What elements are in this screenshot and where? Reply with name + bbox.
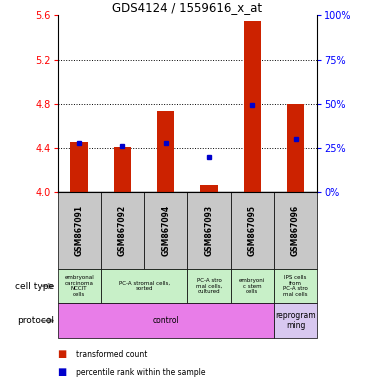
Bar: [101, 269, 187, 303]
Text: cell type: cell type: [15, 281, 54, 291]
Bar: [157, 111, 174, 192]
Bar: [187, 192, 231, 269]
Bar: [244, 21, 261, 192]
Text: percentile rank within the sample: percentile rank within the sample: [76, 368, 206, 377]
Text: transformed count: transformed count: [76, 349, 147, 359]
Bar: [274, 303, 317, 338]
Bar: [231, 269, 274, 303]
Text: GSM867096: GSM867096: [291, 205, 300, 256]
Text: protocol: protocol: [17, 316, 54, 325]
Bar: [231, 192, 274, 269]
Text: embryonal
carcinoma
NCCIT
cells: embryonal carcinoma NCCIT cells: [64, 275, 94, 297]
Bar: [58, 303, 274, 338]
Bar: [70, 142, 88, 192]
Bar: [58, 192, 101, 269]
Text: IPS cells
from
PC-A stro
mal cells: IPS cells from PC-A stro mal cells: [283, 275, 308, 297]
Bar: [200, 185, 218, 192]
Bar: [58, 269, 101, 303]
Bar: [144, 192, 187, 269]
Text: GSM867092: GSM867092: [118, 205, 127, 256]
Text: GSM867091: GSM867091: [75, 205, 83, 256]
Text: reprogram
ming: reprogram ming: [275, 311, 316, 330]
Title: GDS4124 / 1559616_x_at: GDS4124 / 1559616_x_at: [112, 1, 262, 14]
Text: PC-A stromal cells,
sorted: PC-A stromal cells, sorted: [118, 281, 170, 291]
Text: GSM867093: GSM867093: [204, 205, 213, 256]
Text: GSM867094: GSM867094: [161, 205, 170, 256]
Bar: [101, 192, 144, 269]
Bar: [114, 147, 131, 192]
Bar: [287, 104, 304, 192]
Text: PC-A stro
mal cells,
cultured: PC-A stro mal cells, cultured: [196, 278, 222, 294]
Text: GSM867095: GSM867095: [248, 205, 257, 256]
Text: ■: ■: [58, 367, 67, 377]
Bar: [187, 269, 231, 303]
Text: ■: ■: [58, 349, 67, 359]
Bar: [274, 192, 317, 269]
Text: control: control: [152, 316, 179, 325]
Bar: [274, 269, 317, 303]
Text: embryoni
c stem
cells: embryoni c stem cells: [239, 278, 265, 294]
